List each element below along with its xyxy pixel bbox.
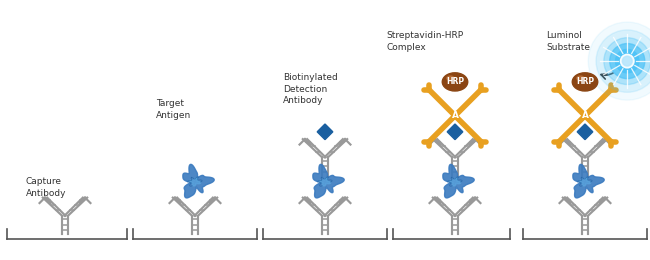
Polygon shape <box>573 164 604 198</box>
Text: Capture
Antibody: Capture Antibody <box>26 177 66 198</box>
Polygon shape <box>313 164 344 198</box>
Ellipse shape <box>620 54 634 68</box>
Ellipse shape <box>623 56 632 66</box>
Text: Target
Antigen: Target Antigen <box>156 99 191 120</box>
Text: A: A <box>582 111 588 120</box>
Text: Streptavidin-HRP
Complex: Streptavidin-HRP Complex <box>387 31 464 52</box>
Polygon shape <box>443 164 474 198</box>
Polygon shape <box>577 124 593 140</box>
Text: HRP: HRP <box>446 77 464 86</box>
Polygon shape <box>579 178 591 186</box>
Text: Biotinylated
Detection
Antibody: Biotinylated Detection Antibody <box>283 73 337 105</box>
Ellipse shape <box>616 49 639 73</box>
Ellipse shape <box>604 38 650 84</box>
Polygon shape <box>317 124 333 140</box>
Polygon shape <box>189 178 201 186</box>
Ellipse shape <box>442 73 468 91</box>
Text: Luminol
Substrate: Luminol Substrate <box>546 31 590 52</box>
Polygon shape <box>447 124 463 140</box>
Ellipse shape <box>610 43 645 79</box>
Polygon shape <box>183 164 214 198</box>
Text: HRP: HRP <box>576 77 594 86</box>
Polygon shape <box>449 178 461 186</box>
Text: A: A <box>452 111 458 120</box>
Ellipse shape <box>577 76 584 81</box>
Ellipse shape <box>447 76 454 81</box>
Ellipse shape <box>596 30 650 92</box>
Ellipse shape <box>588 22 650 100</box>
Ellipse shape <box>572 73 598 91</box>
Polygon shape <box>319 178 331 186</box>
